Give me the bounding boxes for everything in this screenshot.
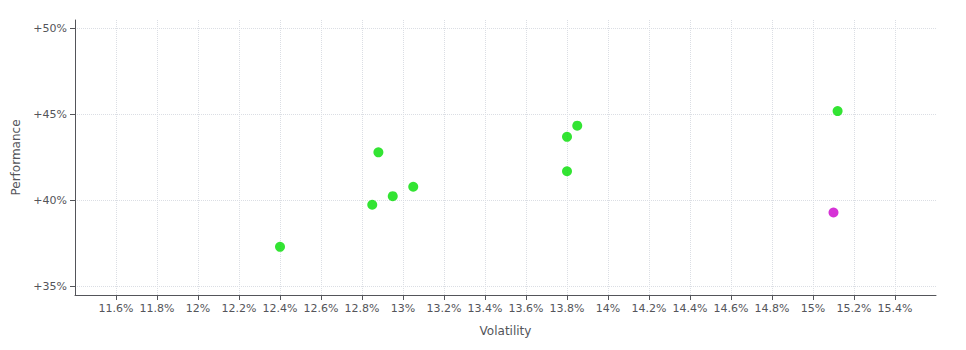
svg-text:12.2%: 12.2% [222,302,257,315]
svg-text:Performance: Performance [9,119,23,195]
svg-text:15%: 15% [801,302,825,315]
svg-text:14.8%: 14.8% [755,302,790,315]
svg-text:11.6%: 11.6% [99,302,134,315]
svg-text:+50%: +50% [33,22,67,35]
svg-text:13.6%: 13.6% [509,302,544,315]
svg-text:12%: 12% [186,302,210,315]
svg-text:+35%: +35% [33,280,67,293]
svg-text:13.2%: 13.2% [427,302,462,315]
svg-text:11.8%: 11.8% [140,302,175,315]
svg-text:12.6%: 12.6% [304,302,339,315]
svg-text:15.4%: 15.4% [878,302,913,315]
svg-text:14.4%: 14.4% [673,302,708,315]
svg-text:14.2%: 14.2% [632,302,667,315]
svg-text:12.8%: 12.8% [345,302,380,315]
svg-text:12.4%: 12.4% [263,302,298,315]
svg-text:14%: 14% [596,302,620,315]
svg-text:13%: 13% [391,302,415,315]
svg-text:13.4%: 13.4% [468,302,503,315]
svg-text:+45%: +45% [33,108,67,121]
svg-text:13.8%: 13.8% [550,302,585,315]
svg-text:15.2%: 15.2% [837,302,872,315]
svg-text:14.6%: 14.6% [714,302,749,315]
svg-text:+40%: +40% [33,194,67,207]
svg-text:Volatility: Volatility [480,324,532,338]
